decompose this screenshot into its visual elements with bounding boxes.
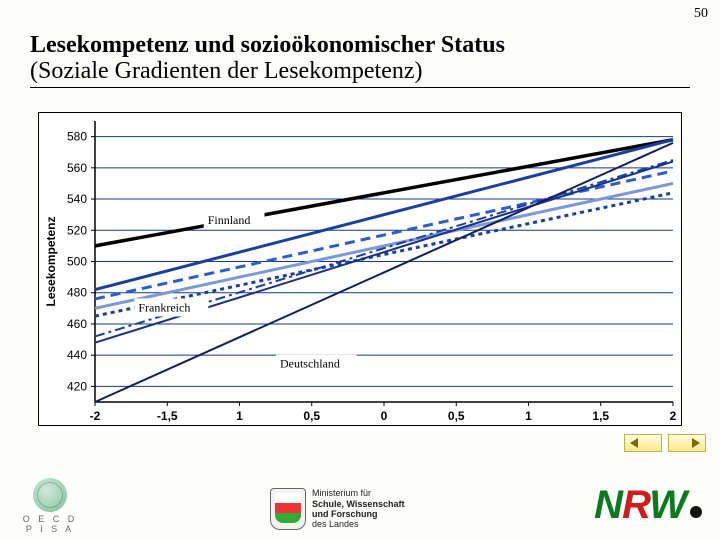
svg-text:1,5: 1,5 [592,409,609,423]
ministry-logo: Ministerium für Schule, Wissenschaft und… [270,488,404,530]
line-chart: 420 440 460 480 500 520 540 560 580 -2 -1,5 1 0,5 0 0,… [38,112,682,426]
title-underline [30,87,690,88]
page-number: 50 [694,6,708,22]
svg-text:0: 0 [381,409,388,423]
shield-icon [270,488,306,530]
nrw-w: W [649,483,686,527]
footer: O E C D P I S A Ministerium für Schule, … [0,470,720,540]
nrw-dot-icon [690,506,702,518]
svg-text:Deutschland: Deutschland [280,357,340,371]
svg-text:Frankreich: Frankreich [138,300,190,314]
svg-text:580: 580 [67,130,87,144]
svg-text:0,5: 0,5 [303,409,320,423]
page-title-sub: (Soziale Gradienten der Lesekompetenz) [30,58,690,84]
ministry-line: Schule, Wissenschaft [312,499,404,509]
prev-slide-button[interactable] [624,434,662,452]
nrw-r: R [622,483,649,527]
svg-text:460: 460 [67,317,87,331]
svg-text:440: 440 [67,348,87,362]
oecd-text: O E C D [20,514,80,524]
page-title-bold: Lesekompetenz und sozioökonomischer Stat… [30,32,690,58]
svg-text:-2: -2 [90,409,101,423]
svg-text:Finnland: Finnland [208,213,251,227]
pisa-text: P I S A [20,524,80,534]
svg-text:1: 1 [236,409,243,423]
svg-text:1: 1 [525,409,532,423]
svg-text:500: 500 [67,255,87,269]
nrw-n: N [594,483,622,527]
svg-text:480: 480 [67,286,87,300]
svg-text:520: 520 [67,223,87,237]
svg-text:540: 540 [67,192,87,206]
svg-text:-1,5: -1,5 [157,409,178,423]
svg-text:Lesekompetenz: Lesekompetenz [44,216,58,306]
svg-text:2: 2 [670,409,677,423]
svg-text:560: 560 [67,161,87,175]
slide-nav [624,434,706,452]
oecd-pisa-logo: O E C D P I S A [20,478,80,534]
chart-svg: 420 440 460 480 500 520 540 560 580 -2 -1,5 1 0,5 0 0,… [39,113,681,425]
ministry-text: Ministerium für Schule, Wissenschaft und… [312,488,404,529]
ministry-line: und Forschung [312,509,404,519]
next-slide-button[interactable] [668,434,706,452]
title-block: Lesekompetenz und sozioökonomischer Stat… [30,32,690,88]
svg-text:0,5: 0,5 [448,409,465,423]
ministry-line: des Landes [312,519,404,529]
ministry-line: Ministerium für [312,488,404,498]
nrw-logo: NRW [594,483,702,528]
svg-text:420: 420 [67,379,87,393]
globe-icon [33,478,67,512]
